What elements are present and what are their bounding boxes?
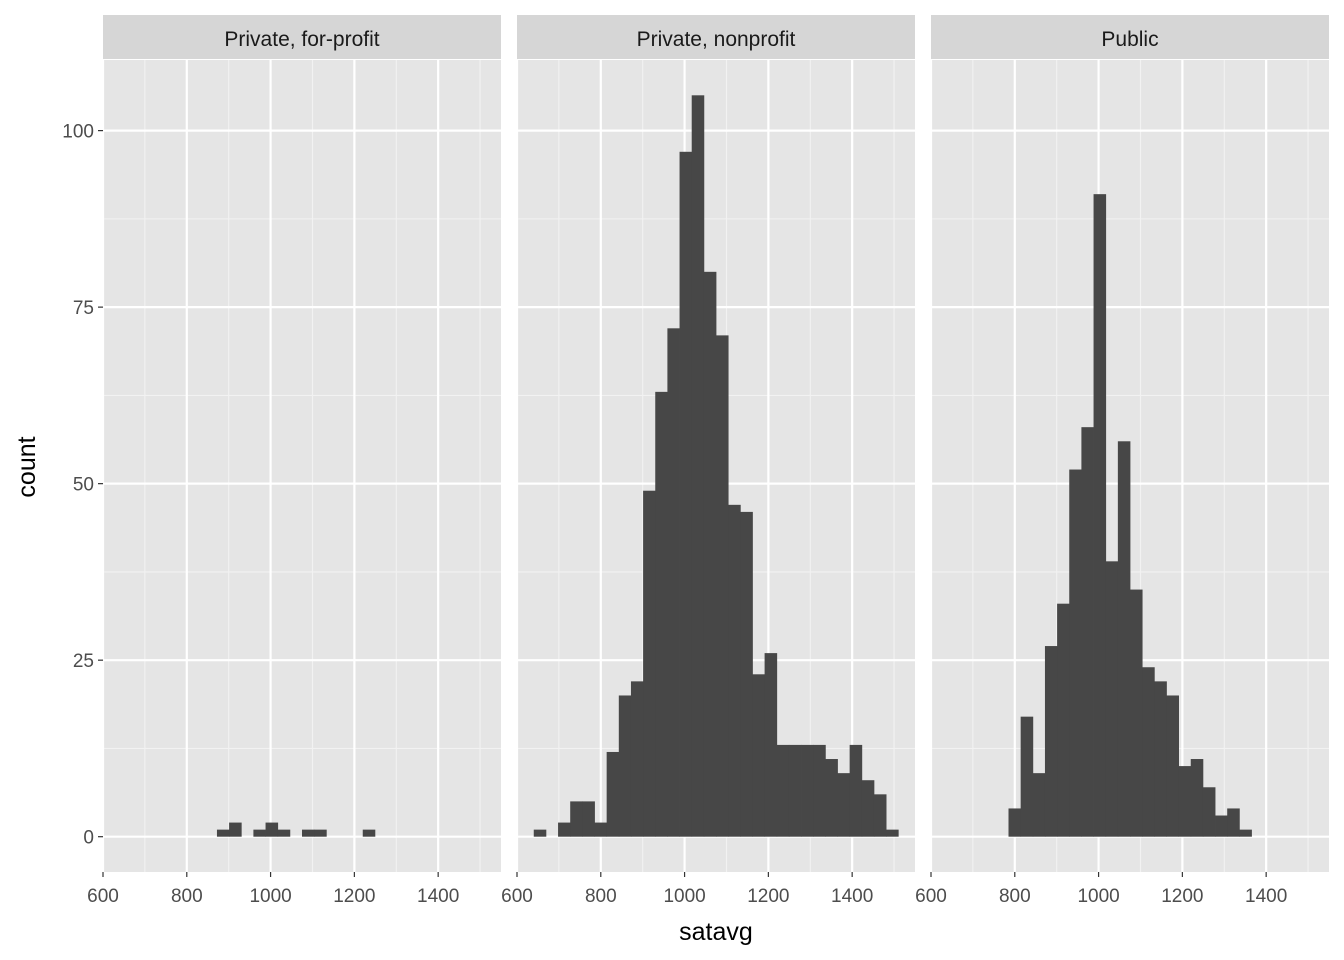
histogram-bar <box>606 751 620 837</box>
histogram-bar <box>1105 561 1119 837</box>
histogram-bars <box>1008 194 1252 837</box>
histogram-bar <box>655 391 668 837</box>
histogram-bar <box>570 801 583 837</box>
gridlines <box>101 60 501 872</box>
histogram-bar <box>533 829 547 837</box>
y-tick-label: 50 <box>73 475 94 496</box>
facet-strip <box>931 15 1329 59</box>
histogram-bar <box>1081 427 1094 837</box>
x-tick-label: 600 <box>501 886 533 907</box>
x-tick-label: 800 <box>585 886 617 907</box>
histogram-bar <box>764 653 778 837</box>
x-tick-label: 600 <box>87 886 119 907</box>
histogram-bar <box>825 759 838 837</box>
histogram-bar <box>1178 766 1192 837</box>
x-tick-label: 1200 <box>1161 886 1203 907</box>
y-tick-label: 25 <box>73 651 94 672</box>
histogram-bar <box>1154 681 1167 837</box>
histogram-bar <box>691 95 705 837</box>
histogram-bar <box>277 829 291 837</box>
y-tick-label: 100 <box>62 122 94 143</box>
x-tick-label: 1400 <box>1245 886 1287 907</box>
histogram-bar <box>594 822 608 837</box>
histogram-bar <box>643 490 656 837</box>
histogram-bar <box>1227 808 1240 837</box>
histogram-bar <box>1202 787 1216 837</box>
histogram-bar <box>618 695 632 837</box>
panel-1: Private, nonprofit 600 800 1000 1200 1400 <box>501 15 915 907</box>
histogram-bar <box>1093 194 1107 837</box>
histogram-bar <box>703 271 717 837</box>
histogram-bar <box>216 829 230 837</box>
histogram-bar <box>253 829 266 837</box>
facet-strip <box>517 15 915 59</box>
histogram-bar <box>740 511 753 837</box>
histogram-bar <box>1117 441 1131 837</box>
x-tick-label: 1400 <box>417 886 459 907</box>
histogram-bar <box>752 674 765 837</box>
x-tick-label: 600 <box>915 886 947 907</box>
histogram-bar <box>558 822 571 837</box>
histogram-bar <box>1130 589 1143 837</box>
histogram-bar <box>837 773 851 837</box>
x-tick-label: 800 <box>171 886 203 907</box>
histogram-bars <box>216 822 376 837</box>
histogram-bar <box>788 744 802 837</box>
x-axis-title: satavg <box>679 918 753 946</box>
histogram-bar <box>801 744 814 837</box>
histogram-bar <box>1032 773 1046 837</box>
histogram-bar <box>1239 829 1252 837</box>
histogram-bar <box>667 328 680 837</box>
facet-strip-label: Private, for-profit <box>224 28 379 51</box>
y-tick-label: 0 <box>83 828 94 849</box>
y-tick-label: 75 <box>73 298 94 319</box>
histogram-bar <box>314 829 327 837</box>
histogram-bar <box>302 829 315 837</box>
histogram-bar <box>679 151 693 837</box>
x-axis: 600 800 1000 1200 1400 <box>87 872 459 907</box>
x-axis: 600 800 1000 1200 1400 <box>501 872 873 907</box>
histogram-bars <box>533 95 899 837</box>
histogram-bar <box>1020 716 1034 837</box>
x-tick-label: 1200 <box>333 886 375 907</box>
histogram-bar <box>873 794 887 837</box>
histogram-bar <box>1044 646 1058 837</box>
histogram-bar <box>716 335 729 837</box>
y-axis: 0 25 50 75 100 <box>62 122 103 849</box>
panel-background <box>103 60 501 872</box>
histogram-bar <box>1057 603 1070 837</box>
facet-strip-label: Private, nonprofit <box>637 28 796 51</box>
histogram-bar <box>630 681 644 837</box>
x-tick-label: 1000 <box>249 886 291 907</box>
x-tick-label: 1000 <box>1077 886 1119 907</box>
histogram-bar <box>776 744 790 837</box>
x-tick-label: 800 <box>999 886 1031 907</box>
x-tick-label: 1400 <box>831 886 873 907</box>
histogram-bar <box>1069 469 1082 837</box>
histogram-bar <box>265 822 279 837</box>
histogram-bar <box>886 829 899 837</box>
histogram-bar <box>849 744 863 837</box>
facet-strip <box>103 15 501 59</box>
histogram-bar <box>1166 695 1179 837</box>
histogram-bar <box>1190 759 1204 837</box>
histogram-bar <box>582 801 595 837</box>
panel-2: Public 600 800 1000 1200 1400 <box>915 15 1329 907</box>
histogram-bar <box>1142 667 1155 837</box>
histogram-bar <box>1008 808 1022 837</box>
y-axis-title: count <box>13 436 41 497</box>
histogram-bar <box>728 504 741 837</box>
histogram-bar <box>861 780 875 837</box>
panel-0: Private, for-profit 600 800 1000 1200 1400 <box>87 15 501 907</box>
x-axis: 600 800 1000 1200 1400 <box>915 872 1287 907</box>
x-tick-label: 1000 <box>663 886 705 907</box>
histogram-bar <box>813 744 826 837</box>
x-tick-label: 1200 <box>747 886 789 907</box>
histogram-bar <box>1215 815 1228 837</box>
histogram-bar <box>229 822 242 837</box>
histogram-bar <box>362 829 376 837</box>
facet-strip-label: Public <box>1101 28 1158 51</box>
